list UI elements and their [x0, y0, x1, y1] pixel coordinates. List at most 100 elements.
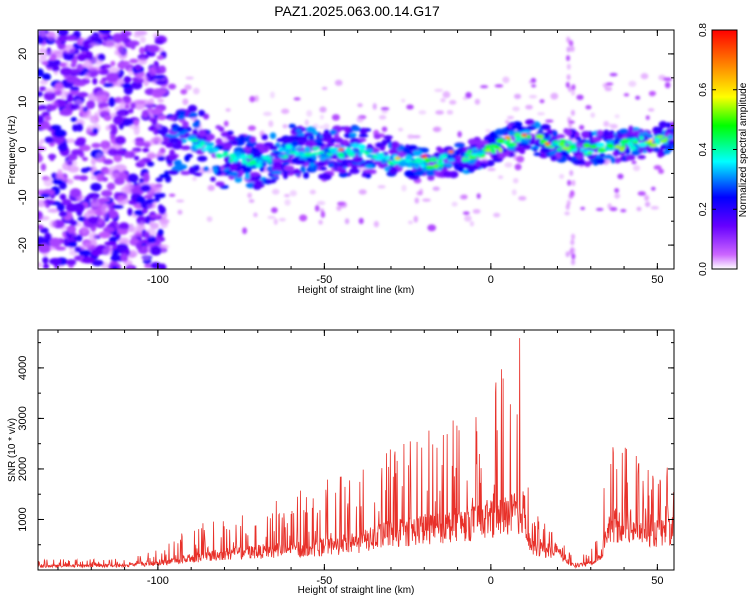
spectrogram-halo-blob — [464, 215, 472, 222]
spectrogram-halo-blob — [380, 107, 390, 111]
spectrogram-halo-blob — [614, 188, 620, 193]
spectrogram-noise-blob — [106, 72, 119, 83]
spectrogram-noise-blob — [146, 153, 159, 158]
spectrogram-ridge-blob — [169, 149, 175, 157]
spectrogram-ridge-blob — [373, 133, 382, 140]
spectrogram-noise-blob — [77, 91, 89, 98]
spectrogram-noise-blob — [135, 229, 143, 238]
spectrogram-noise-blob — [108, 97, 116, 107]
spectrogram-halo-blob — [528, 94, 538, 99]
spectrogram-ridge-blob — [291, 140, 299, 147]
spectrogram-core-blob — [559, 139, 567, 144]
spectrogram-noise-blob — [39, 79, 49, 85]
spectrogram-halo-blob — [406, 104, 414, 110]
spectrogram-ridge-blob — [349, 137, 360, 145]
spectrogram-core-blob — [318, 150, 325, 154]
spectrogram-halo-blob — [185, 76, 194, 80]
spectrogram-noise-blob — [140, 184, 152, 192]
spectrogram-halo-blob — [253, 212, 258, 218]
spectrogram-ridge-blob — [565, 129, 572, 136]
spectrogram-streak-blob — [566, 63, 571, 70]
spectrogram-ridge-blob — [271, 170, 282, 175]
spectrogram-halo-blob — [653, 165, 662, 170]
spectrogram-peak-blob — [544, 142, 551, 146]
spectrogram-ridge-blob — [539, 124, 551, 130]
spectrogram-noise-blob — [60, 90, 68, 100]
spectrogram-noise-blob — [38, 68, 44, 77]
spectrogram-noise-blob — [92, 127, 99, 135]
spectrogram-ridge-blob — [602, 155, 614, 160]
spectrogram-halo-blob — [559, 173, 565, 179]
spectrogram-ridge-blob — [273, 150, 280, 156]
spectrogram-noise-blob — [136, 71, 147, 80]
spectrogram-halo-blob — [485, 129, 491, 133]
spectrogram-noise-blob — [88, 232, 98, 242]
spectrogram-core-blob — [241, 159, 248, 165]
spectrogram-noise-blob — [39, 86, 47, 92]
spectrogram-noise-blob — [49, 257, 62, 266]
spectrogram-halo-blob — [476, 193, 481, 199]
spectrogram-noise-blob — [105, 125, 112, 131]
spectrogram-noise-blob — [114, 177, 125, 185]
spectrogram-core-blob — [566, 140, 573, 145]
spectrogram-ridge-blob — [300, 165, 306, 173]
spectrogram-ridge-blob — [291, 158, 297, 164]
spectrogram-halo-blob — [658, 168, 664, 174]
spectrogram-halo-blob — [650, 205, 659, 210]
spectrogram-noise-blob — [38, 154, 44, 163]
spectrogram-noise-blob — [153, 74, 166, 80]
spectrogram-halo-blob — [157, 150, 162, 158]
spectrogram-core-blob — [326, 152, 333, 156]
spectrogram-streak-blob — [571, 253, 576, 260]
spectrogram-halo-blob — [644, 201, 651, 208]
spectrogram-streak-blob — [565, 81, 570, 88]
spectrogram-halo-blob — [304, 119, 309, 126]
spectrogram-ridge-blob — [180, 170, 191, 176]
spectrogram-halo-blob — [414, 197, 420, 204]
snr-ytick-label: 1000 — [17, 507, 29, 531]
spectrogram-halo-blob — [180, 88, 188, 95]
snr-ytick-label: 4000 — [17, 356, 29, 380]
snr-xlabel: Height of straight line (km) — [298, 585, 415, 596]
spectrogram-ridge-blob — [492, 153, 498, 160]
spectrogram-core-blob — [433, 163, 439, 169]
spectrogram-core-blob — [515, 135, 522, 139]
spectrogram-noise-blob — [61, 177, 70, 182]
spectrogram-noise-blob — [70, 117, 78, 122]
spectrogram-noise-blob — [70, 69, 82, 74]
spectrogram-ridge-blob — [240, 163, 248, 170]
spectrogram-noise-blob — [112, 33, 123, 43]
colorbar-gradient — [711, 29, 738, 270]
spectrogram-noise-blob — [120, 253, 128, 262]
spectrogram-halo-blob — [607, 203, 612, 210]
spectrogram-halo-blob — [614, 114, 620, 119]
spectrogram-noise-blob — [69, 86, 80, 91]
spectrogram-ridge-blob — [175, 112, 181, 117]
spectrogram-ridge-blob — [302, 171, 310, 179]
spectrogram-noise-blob — [139, 221, 145, 230]
spectrogram-noise-blob — [146, 161, 155, 167]
spectrogram-noise-blob — [102, 158, 114, 165]
spectrogram-core-blob — [294, 153, 300, 157]
spectrogram-noise-blob — [111, 125, 118, 135]
spectrogram-ridge-blob — [603, 129, 610, 137]
spectrogram-ridge-blob — [184, 109, 190, 117]
spectrogram-ridge-blob — [172, 143, 183, 150]
spectrogram-ridge-blob — [227, 130, 234, 136]
spectrogram-core-blob — [444, 162, 453, 167]
spectrogram-halo-blob — [512, 177, 519, 184]
spectrogram-halo-blob — [502, 76, 510, 84]
spectrogram-core-blob — [439, 154, 447, 160]
spectrogram-halo-blob — [504, 162, 513, 168]
spectrogram-ridge-blob — [524, 119, 535, 126]
spectrogram-core-blob — [654, 138, 660, 142]
snr-ytick-label: 3000 — [17, 406, 29, 430]
spectrogram-halo-blob — [299, 214, 308, 222]
colorbar: 0.0 0.2 0.4 0.6 0.8 Normalized spectral ampl… — [698, 23, 749, 276]
spectrogram-noise-blob — [136, 215, 147, 225]
spectrogram-ridge-blob — [407, 144, 418, 151]
spectrogram-noise-blob — [69, 188, 82, 198]
spectrogram-noise-blob — [108, 236, 118, 243]
spectrogram-halo-blob — [176, 199, 185, 203]
